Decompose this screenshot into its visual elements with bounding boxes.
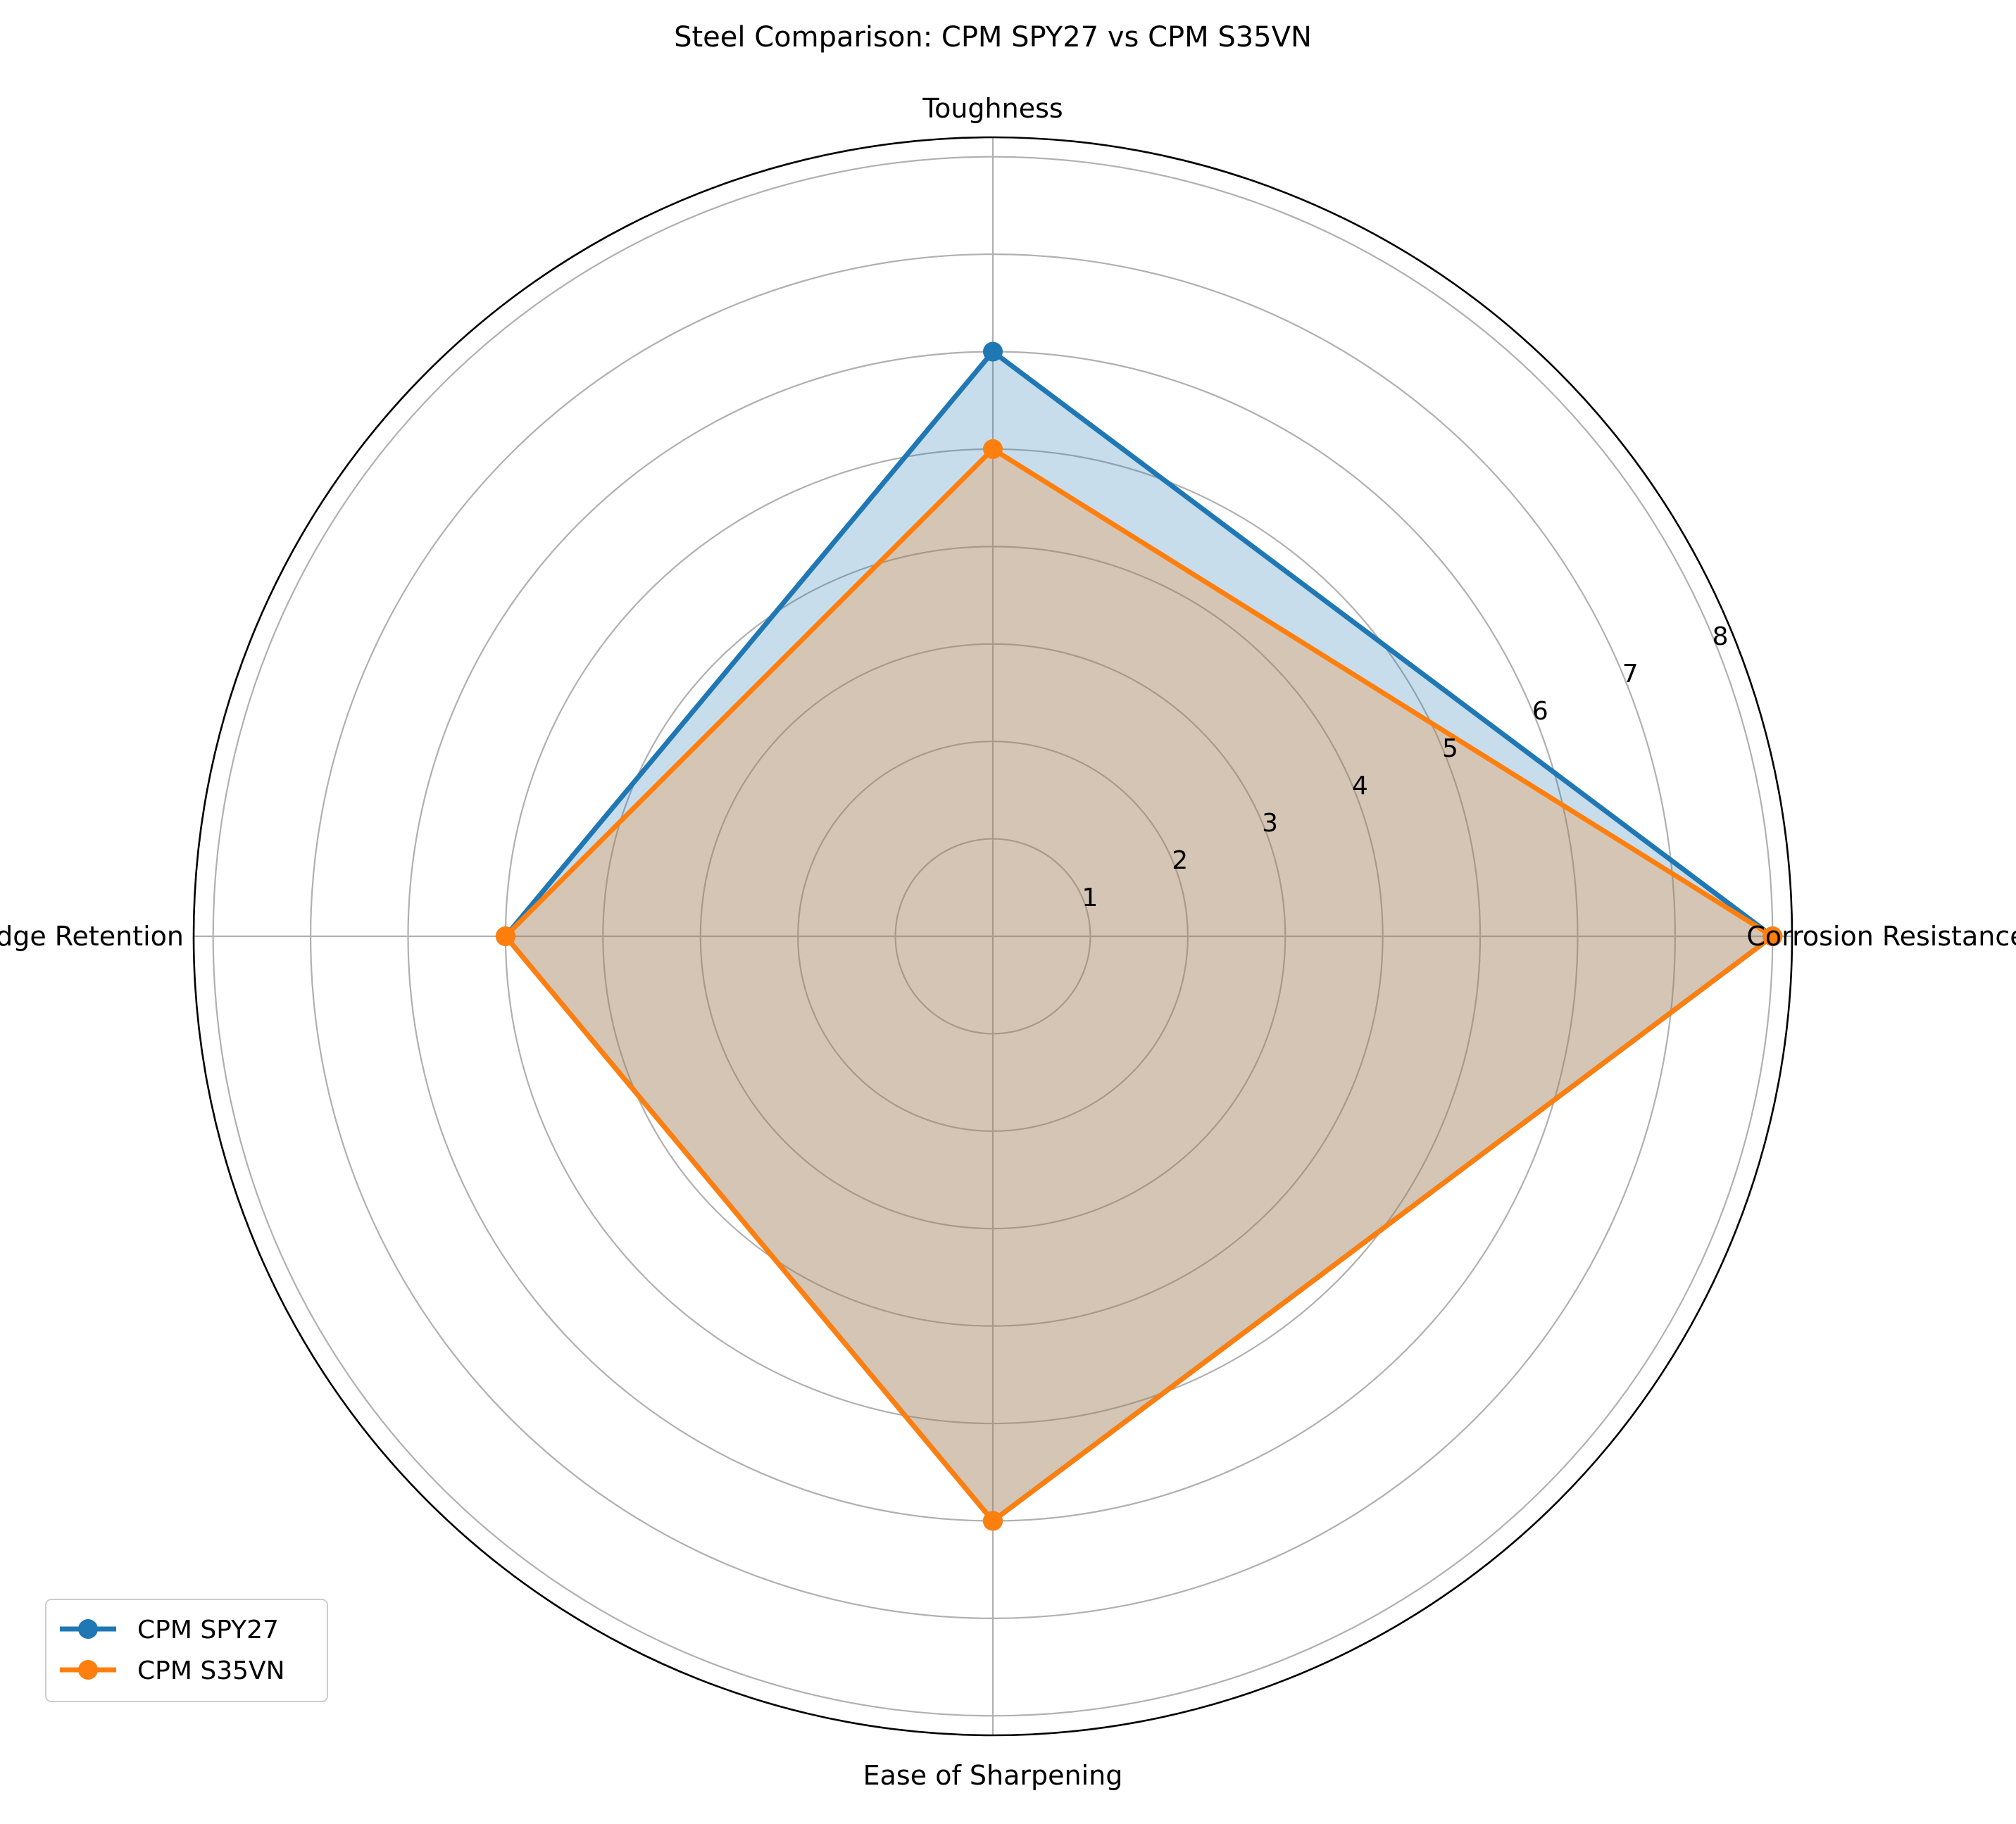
axis-labels: 1 2 3 4 5 6 7 8 Corrosion Resistance Toughness Edg… [0, 93, 2016, 1791]
category-label: Ease of Sharpening [863, 1760, 1123, 1791]
legend-label: CPM S35VN [137, 1656, 285, 1685]
category-label: Corrosion Resistance [1746, 921, 2016, 952]
legend-marker [78, 1660, 98, 1680]
category-label: Toughness [922, 93, 1063, 124]
data-point [983, 439, 1003, 459]
data-point [983, 1511, 1003, 1531]
data-point [1763, 926, 1783, 946]
series-fill [505, 448, 1773, 1521]
radial-tick-label: 2 [1172, 846, 1188, 875]
legend: CPM SPY27 CPM S35VN [45, 1599, 328, 1702]
radial-tick-label: 6 [1532, 697, 1548, 726]
data-point [983, 341, 1003, 362]
radial-tick-label: 4 [1352, 772, 1368, 800]
legend-label: CPM SPY27 [137, 1616, 279, 1644]
radial-tick-label: 7 [1622, 660, 1639, 688]
polar-frame [192, 136, 1793, 1737]
category-label: Edge Retention [0, 921, 184, 952]
series-layer [495, 341, 1783, 1531]
chart-title: Steel Comparison: CPM SPY27 vs CPM S35VN [674, 21, 1312, 54]
radial-tick-label: 3 [1262, 809, 1278, 838]
data-point [495, 926, 515, 946]
legend-box [45, 1599, 328, 1702]
legend-marker [78, 1619, 98, 1639]
radial-tick-label: 8 [1713, 622, 1729, 651]
series-fill [505, 351, 1773, 1521]
radial-tick-label: 1 [1082, 883, 1098, 912]
radial-tick-label: 5 [1442, 734, 1458, 763]
